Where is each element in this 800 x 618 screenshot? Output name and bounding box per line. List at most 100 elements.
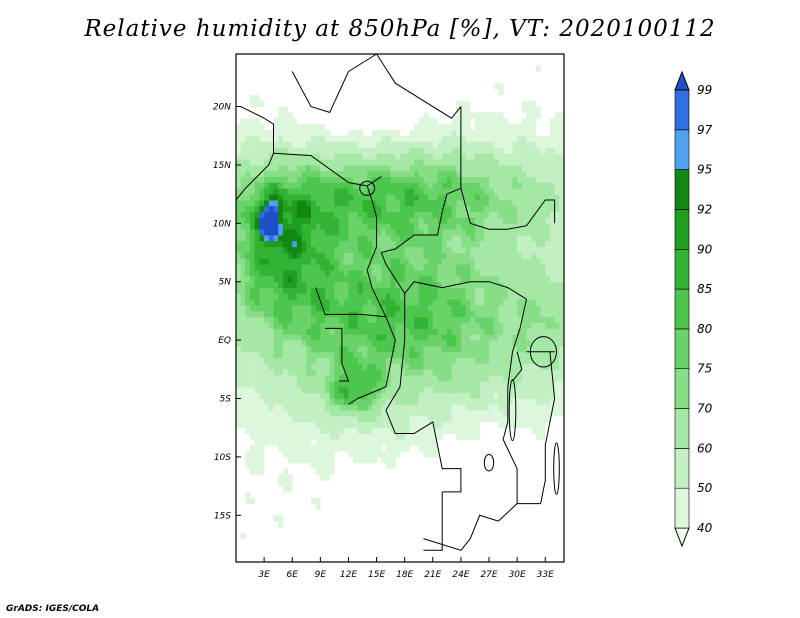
rh-cell — [409, 205, 415, 213]
rh-cell — [320, 211, 326, 218]
rh-cell — [292, 427, 298, 434]
rh-cell — [423, 445, 429, 452]
rh-cell — [362, 188, 368, 195]
rh-cell — [465, 199, 471, 207]
rh-cell — [451, 316, 457, 323]
rh-cell — [334, 427, 340, 434]
rh-cell — [296, 240, 302, 248]
rh-cell — [329, 240, 335, 248]
rh-cell — [292, 404, 298, 411]
rh-cell — [343, 246, 349, 253]
rh-cell — [278, 410, 284, 417]
rh-cell — [545, 264, 551, 271]
rh-cell — [512, 293, 518, 300]
rh-cell — [442, 410, 448, 417]
rh-cell — [493, 369, 499, 376]
rh-cell — [493, 398, 499, 405]
rh-cell — [535, 112, 541, 119]
rh-cell — [254, 404, 260, 411]
rh-cell — [245, 246, 251, 253]
rh-cell — [489, 340, 495, 347]
rh-cell — [320, 194, 326, 201]
rh-cell — [418, 357, 424, 364]
rh-cell — [278, 416, 284, 423]
rh-cell — [554, 299, 560, 306]
rh-cell — [282, 369, 288, 376]
rh-cell — [273, 258, 279, 265]
rh-cell — [348, 410, 354, 417]
rh-cell — [479, 369, 485, 376]
rh-cell — [292, 275, 298, 283]
rh-cell — [259, 287, 265, 294]
rh-cell — [559, 340, 565, 347]
rh-cell — [250, 328, 256, 335]
rh-cell — [343, 398, 349, 405]
rh-cell — [446, 357, 452, 364]
rh-cell — [292, 281, 298, 288]
rh-cell — [320, 188, 326, 195]
rh-cell — [329, 164, 335, 172]
rh-cell — [329, 293, 335, 300]
rh-cell — [428, 182, 434, 189]
rh-cell — [329, 153, 335, 160]
rh-cell — [376, 445, 382, 452]
rh-cell — [339, 386, 345, 394]
rh-cell — [343, 316, 349, 323]
rh-cell — [503, 258, 509, 265]
rh-cell — [325, 141, 331, 148]
rh-cell — [320, 462, 326, 469]
rh-cell — [259, 141, 265, 148]
rh-cell — [446, 229, 452, 236]
rh-cell — [493, 345, 499, 353]
rh-cell — [479, 380, 485, 388]
rh-cell — [273, 386, 279, 394]
rh-cell — [554, 410, 560, 417]
rh-cell — [432, 211, 438, 218]
rh-cell — [559, 305, 565, 312]
rh-cell — [521, 118, 527, 125]
rh-cell — [320, 281, 326, 288]
rh-cell — [456, 281, 462, 288]
rh-cell — [521, 229, 527, 236]
colorbar-segment — [674, 448, 690, 489]
rh-cell — [353, 386, 359, 394]
rh-cell — [474, 164, 481, 172]
border-line — [423, 514, 499, 551]
rh-cell — [245, 153, 251, 160]
rh-cell — [273, 235, 279, 242]
rh-cell — [442, 398, 448, 405]
rh-cell — [329, 287, 335, 294]
rh-cell — [353, 456, 359, 464]
rh-cell — [367, 217, 373, 224]
rh-cell — [503, 118, 509, 125]
rh-cell — [278, 404, 284, 411]
rh-cell — [418, 299, 424, 306]
rh-cell — [554, 380, 560, 388]
rh-cell — [296, 176, 302, 183]
rh-cell — [301, 421, 307, 429]
rh-cell — [259, 433, 265, 440]
rh-cell — [437, 229, 443, 236]
rh-cell — [357, 386, 363, 394]
rh-cell — [334, 404, 340, 411]
rh-cell — [348, 340, 354, 347]
rh-cell — [268, 322, 274, 329]
rh-cell — [474, 141, 481, 148]
rh-cell — [442, 188, 448, 195]
rh-cell — [292, 199, 298, 207]
rh-cell — [437, 135, 443, 142]
rh-cell — [301, 456, 307, 464]
rh-cell — [385, 328, 392, 335]
rh-cell — [268, 240, 274, 248]
rh-cell — [470, 270, 476, 277]
rh-cell — [287, 252, 293, 259]
rh-cell — [559, 369, 565, 376]
rh-cell — [437, 223, 443, 230]
rh-cell — [381, 199, 387, 207]
rh-cell — [264, 264, 270, 271]
rh-cell — [432, 235, 438, 242]
rh-cell — [376, 357, 382, 364]
rh-cell — [465, 217, 471, 224]
rh-cell — [264, 316, 270, 323]
rh-cell — [320, 345, 326, 353]
